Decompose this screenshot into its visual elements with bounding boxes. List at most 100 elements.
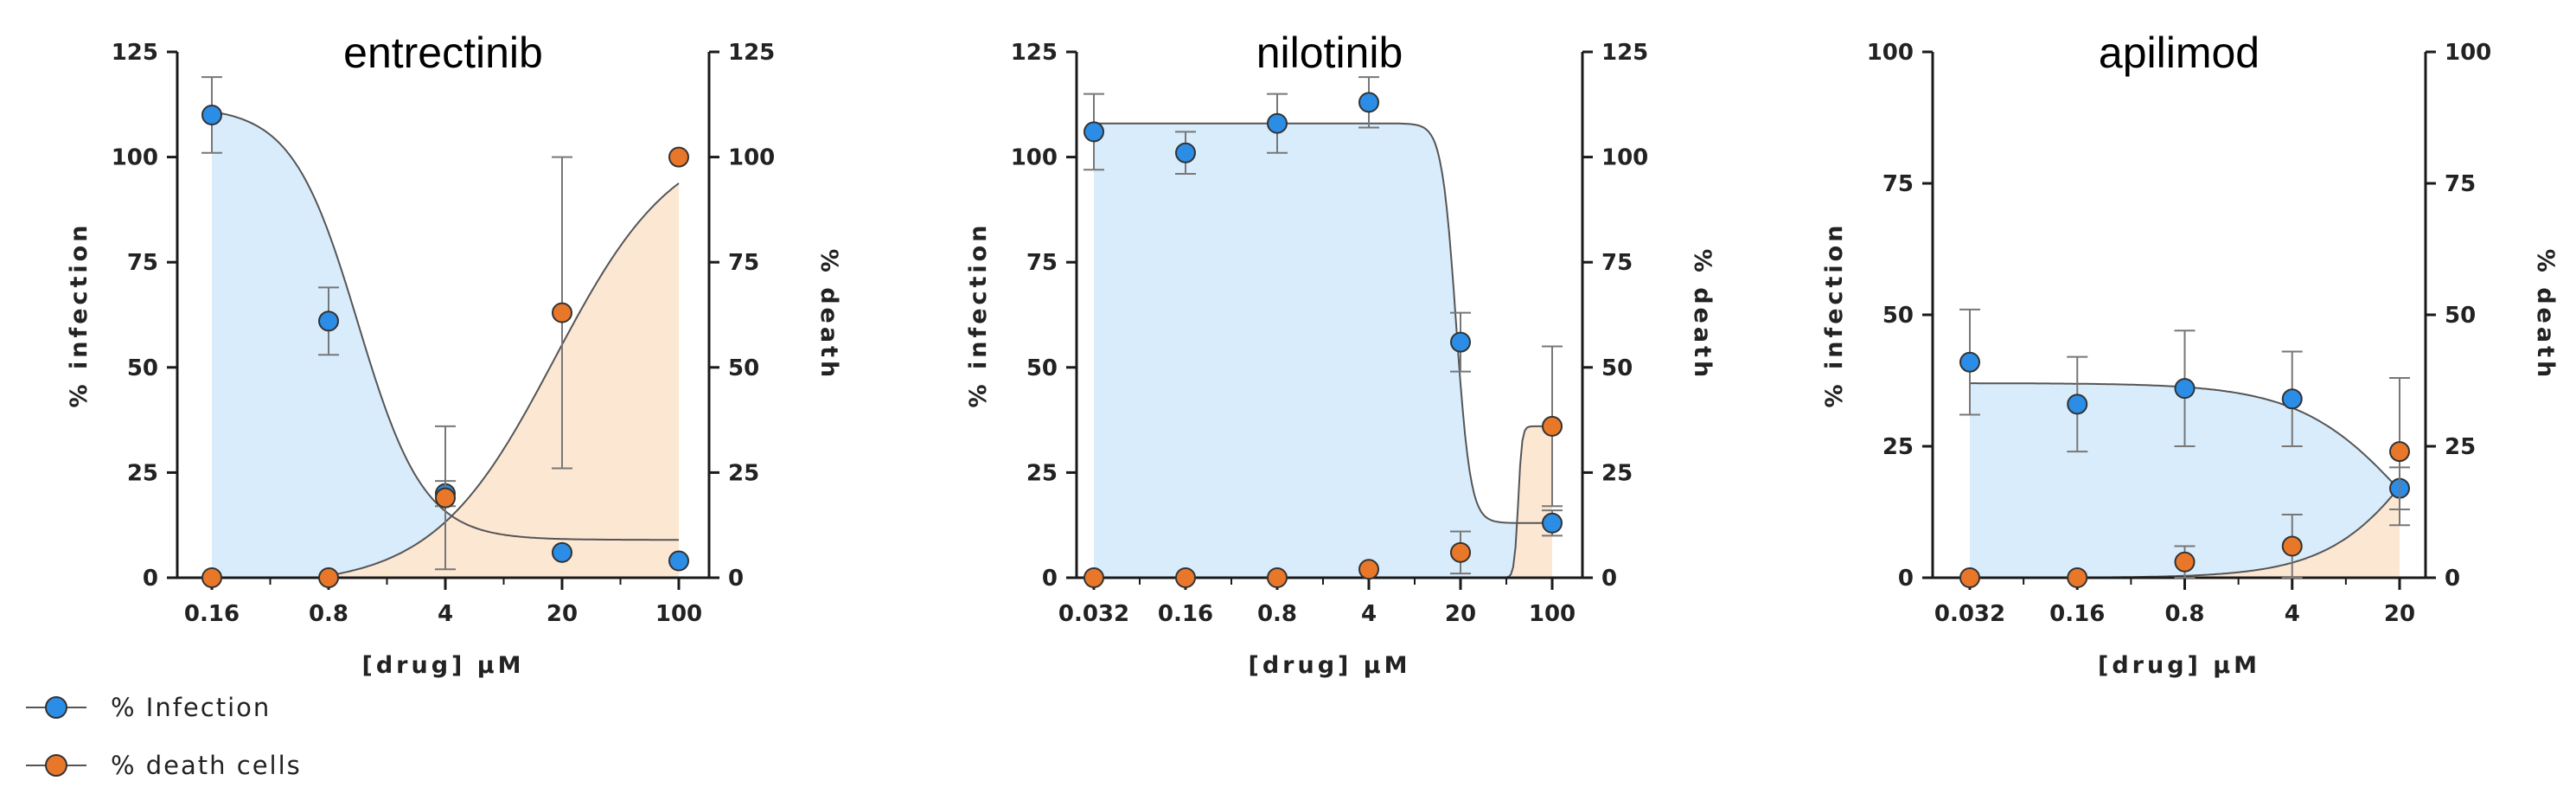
infection-data-point [2067,394,2088,415]
chart-title: nilotinib [1256,29,1403,77]
infection-data-point [2281,388,2303,410]
chart-panel-1: 0 25 50 75 100 125 0 25 50 75 100 125 0.032 0.16 0.8 4 2… [965,29,1716,679]
x-tick-label: 0.8 [1257,601,1297,627]
death-area [1970,486,2400,578]
y-tick-label-left: 0 [1042,566,1058,592]
y-axis-label-left: % infection [66,222,93,408]
infection-data-point [1959,351,1980,373]
infection-data-point [1542,512,1563,534]
x-tick-label: 4 [438,601,453,627]
legend-infection-label: % Infection [111,693,271,722]
chart-panel-0: 0 25 50 75 100 125 0 25 50 75 100 125 0.16 0.8 4 20 100 e… [66,29,842,679]
death-data-point [2174,551,2196,573]
infection-area [212,112,679,579]
x-tick-label: 0.8 [309,601,348,627]
death-data-point [1267,567,1288,588]
infection-data-point [201,104,222,125]
x-tick-label: 100 [655,601,702,627]
y-axis-label-left: % infection [1821,222,1848,408]
x-tick-label: 0.16 [2049,601,2105,627]
x-tick-label: 0.16 [1158,601,1213,627]
y-tick-label-right: 25 [728,460,759,486]
x-tick-label: 100 [1529,601,1576,627]
death-data-point [1450,541,1471,563]
x-tick-label: 20 [547,601,578,627]
x-axis-label: [drug] µM [361,652,524,679]
death-data-point [1542,415,1563,437]
y-tick-label-right: 0 [2445,566,2460,592]
y-tick-label-right: 75 [728,250,759,276]
chart-title: apilimod [2099,29,2260,77]
death-data-point [1083,567,1104,588]
legend-death-marker [45,754,67,777]
y-tick-label-left: 0 [1898,566,1914,592]
y-tick-label-right: 0 [728,566,744,592]
y-axis-label-right: % death [2532,249,2559,381]
x-tick-label: 0.8 [2164,601,2204,627]
death-data-point [668,146,689,168]
infection-data-point [1175,142,1196,163]
y-tick-label-right: 125 [1601,40,1648,66]
death-data-point [201,567,222,588]
y-tick-label-right: 75 [2445,171,2476,197]
death-data-point [435,487,456,509]
infection-data-point [2174,378,2196,400]
x-tick-label: 0.16 [184,601,240,627]
y-tick-label-left: 25 [127,460,158,486]
y-axis-label-right: % death [815,249,842,381]
y-tick-label-left: 100 [1867,40,1914,66]
death-data-point [1358,559,1379,580]
death-area [212,182,679,578]
y-tick-label-left: 100 [1011,145,1058,171]
y-tick-label-left: 75 [1882,171,1914,197]
chart-panel-2: 0 25 50 75 100 0 25 50 75 100 0.032 0.16 0.8 4 20 apili… [1821,29,2559,679]
death-data-point [1175,567,1196,588]
y-tick-label-right: 50 [1601,355,1633,381]
death-data-point [2067,567,2088,588]
chart-title: entrectinib [343,29,543,77]
y-tick-label-right: 100 [728,145,775,171]
x-tick-label: 20 [2384,601,2415,627]
y-tick-label-left: 75 [127,250,158,276]
y-tick-label-right: 25 [2445,434,2476,460]
infection-data-point [318,310,339,332]
death-data-point [1959,567,1980,588]
legend: % Infection % death cells [26,693,302,780]
death-data-point [318,567,339,588]
death-data-point [552,302,572,323]
infection-data-point [668,550,689,572]
y-tick-label-right: 75 [1601,250,1633,276]
legend-death-label: % death cells [111,751,302,780]
death-data-point [2281,535,2303,557]
y-tick-label-right: 100 [1601,145,1648,171]
y-tick-label-left: 75 [1026,250,1058,276]
x-tick-label: 4 [2285,601,2300,627]
y-tick-label-left: 125 [112,40,158,66]
chart-panels: 0 25 50 75 100 125 0 25 50 75 100 125 0.16 0.8 4 20 100 e… [66,29,2559,679]
x-axis-label: [drug] µM [2098,652,2260,679]
legend-item-infection: % Infection [26,693,271,722]
y-tick-label-right: 0 [1601,566,1617,592]
death-data-point [2389,441,2410,463]
infection-data-point [1083,121,1104,143]
infection-area [1094,123,1552,578]
y-tick-label-right: 25 [1601,460,1633,486]
y-tick-label-left: 0 [143,566,158,592]
y-tick-label-right: 50 [728,355,759,381]
y-tick-label-left: 125 [1011,40,1058,66]
y-tick-label-left: 100 [112,145,158,171]
infection-data-point [1358,92,1379,113]
x-tick-label: 20 [1445,601,1476,627]
y-tick-label-left: 50 [1026,355,1058,381]
x-tick-label: 0.032 [1934,601,2005,627]
y-tick-label-left: 25 [1026,460,1058,486]
y-tick-label-left: 50 [127,355,158,381]
infection-data-point [1450,331,1471,353]
x-axis-label: [drug] µM [1248,652,1410,679]
infection-fit-curve [1094,122,1552,524]
x-tick-label: 0.032 [1058,601,1129,627]
y-axis-label-right: % death [1689,249,1716,381]
y-axis-label-left: % infection [965,222,992,408]
legend-infection-marker [45,696,67,719]
